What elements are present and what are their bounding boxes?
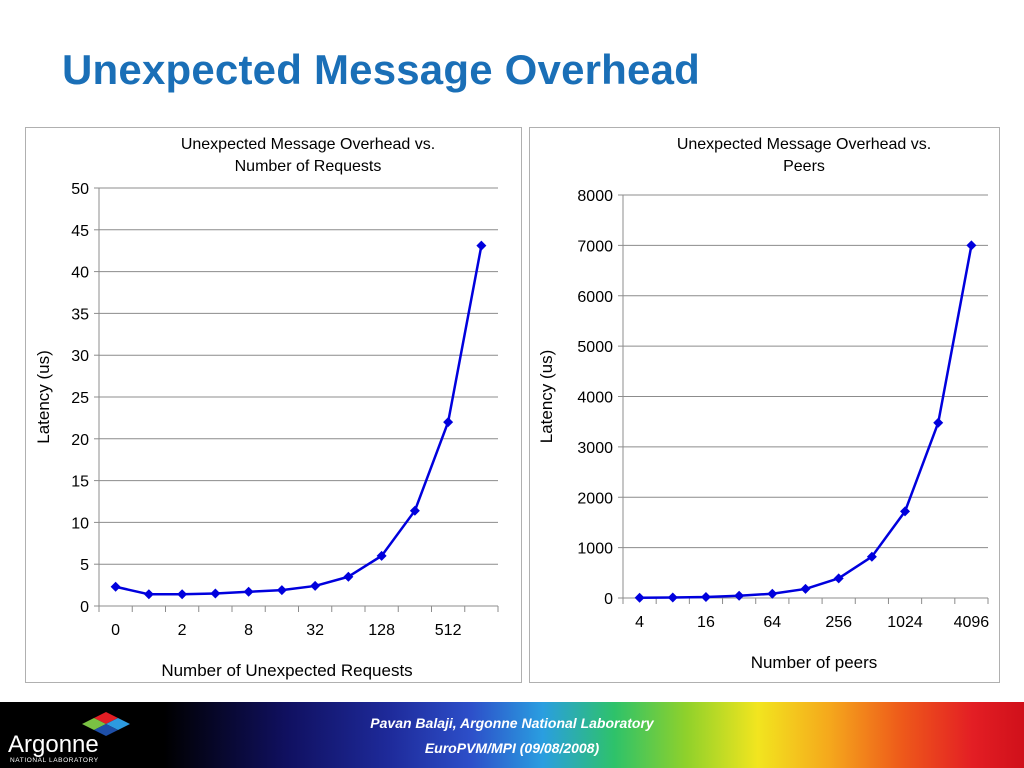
logo-subtext: NATIONAL LABORATORY xyxy=(10,757,99,764)
chart2-y-tick-label: 3000 xyxy=(577,440,613,457)
chart1-data-point xyxy=(409,505,420,516)
chart1-y-tick-label: 30 xyxy=(71,348,89,365)
chart1-data-point xyxy=(177,589,188,600)
chart2-data-point xyxy=(933,417,944,428)
chart1-series-line xyxy=(115,245,483,596)
chart2-y-tick-label: 6000 xyxy=(577,289,613,306)
chart-requests: Unexpected Message Overhead vs. Number of… xyxy=(25,127,522,683)
chart1-y-tick-label: 45 xyxy=(71,223,89,240)
chart2-y-axis-label: Latency (us) xyxy=(537,350,556,444)
argonne-logo: Argonne NATIONAL LABORATORY xyxy=(8,712,130,764)
chart1-x-tick-label: 0 xyxy=(111,622,120,639)
chart1-x-tick-label: 2 xyxy=(178,622,187,639)
logo-wordmark: Argonne xyxy=(8,731,99,758)
chart1-y-tick-label: 25 xyxy=(71,390,89,407)
chart2-y-tick-label: 1000 xyxy=(577,541,613,558)
chart1-data-point xyxy=(476,240,487,251)
chart2-title: Peers xyxy=(783,158,825,175)
chart1-y-tick-label: 50 xyxy=(71,181,89,198)
chart2-y-tick-label: 0 xyxy=(604,591,613,608)
chart1-y-tick-label: 15 xyxy=(71,474,89,491)
chart1-y-tick-label: 10 xyxy=(71,515,89,532)
chart1-title: Unexpected Message Overhead vs. xyxy=(181,136,435,153)
chart-requests-svg: Unexpected Message Overhead vs. Number of… xyxy=(34,136,499,680)
chart2-x-tick-label: 64 xyxy=(763,614,781,631)
chart1-x-tick-label: 512 xyxy=(435,622,462,639)
chart1-y-tick-label: 0 xyxy=(80,599,89,616)
chart2-y-tick-label: 5000 xyxy=(577,339,613,356)
chart2-x-tick-label: 256 xyxy=(825,614,852,631)
chart2-y-tick-label: 7000 xyxy=(577,238,613,255)
chart2-data-point xyxy=(800,583,811,594)
chart1-data-point xyxy=(310,580,321,591)
chart1-title: Number of Requests xyxy=(235,158,382,175)
chart1-x-tick-label: 32 xyxy=(306,622,324,639)
chart2-y-tick-label: 8000 xyxy=(577,188,613,205)
chart2-data-point xyxy=(700,591,711,602)
chart2-data-point xyxy=(900,506,911,517)
chart1-data-point xyxy=(143,589,154,600)
chart2-x-axis-label: Number of peers xyxy=(751,653,878,672)
chart2-title: Unexpected Message Overhead vs. xyxy=(677,136,931,153)
chart1-x-axis-label: Number of Unexpected Requests xyxy=(161,661,412,680)
chart1-data-point xyxy=(343,571,354,582)
chart1-y-tick-label: 40 xyxy=(71,265,89,282)
slide-title: Unexpected Message Overhead xyxy=(62,46,701,93)
chart2-series-line xyxy=(639,245,973,599)
chart1-x-tick-label: 128 xyxy=(368,622,395,639)
chart2-y-tick-label: 4000 xyxy=(577,390,613,407)
chart2-data-point xyxy=(966,240,977,251)
chart1-y-axis-label: Latency (us) xyxy=(34,350,53,444)
chart1-y-tick-label: 20 xyxy=(71,432,89,449)
chart2-x-tick-label: 16 xyxy=(697,614,715,631)
chart1-data-point xyxy=(243,586,254,597)
chart2-data-point xyxy=(634,592,645,603)
chart2-data-point xyxy=(833,573,844,584)
chart2-y-tick-label: 2000 xyxy=(577,490,613,507)
chart1-y-tick-label: 35 xyxy=(71,306,89,323)
chart2-data-point xyxy=(767,588,778,599)
chart1-data-point xyxy=(210,588,221,599)
chart1-data-point xyxy=(110,581,121,592)
chart2-data-point xyxy=(866,551,877,562)
chart1-x-tick-label: 8 xyxy=(244,622,253,639)
footer-event: EuroPVM/MPI (09/08/2008) xyxy=(424,740,600,756)
chart2-x-tick-label: 4096 xyxy=(954,614,990,631)
chart1-y-tick-label: 5 xyxy=(80,557,89,574)
chart2-data-point xyxy=(667,592,678,603)
chart1-data-point xyxy=(443,417,454,428)
chart2-x-tick-label: 4 xyxy=(635,614,644,631)
chart2-x-tick-label: 1024 xyxy=(887,614,923,631)
footer-bar: Argonne NATIONAL LABORATORY Pavan Balaji… xyxy=(0,702,1024,768)
footer-author: Pavan Balaji, Argonne National Laborator… xyxy=(370,715,654,731)
chart1-data-point xyxy=(376,550,387,561)
chart-peers: Unexpected Message Overhead vs. Peers 0 100… xyxy=(529,127,1000,683)
chart1-data-point xyxy=(276,585,287,596)
chart-peers-svg: Unexpected Message Overhead vs. Peers 0 100… xyxy=(537,136,990,672)
chart2-data-point xyxy=(734,590,745,601)
